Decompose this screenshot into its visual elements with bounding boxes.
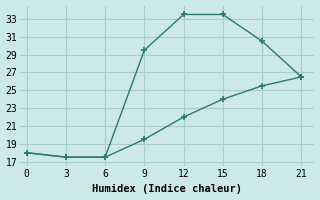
- X-axis label: Humidex (Indice chaleur): Humidex (Indice chaleur): [92, 184, 242, 194]
